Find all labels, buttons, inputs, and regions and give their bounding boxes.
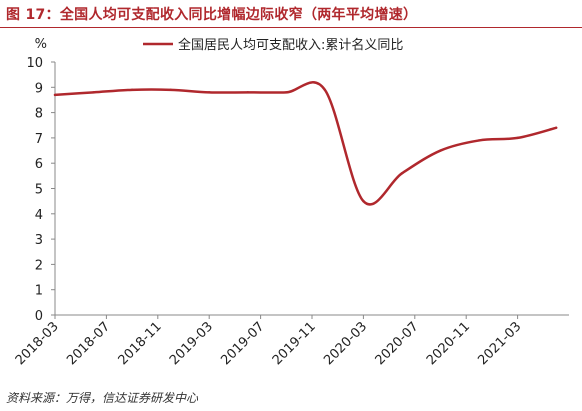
y-tick-label: 2 [35,258,43,273]
data-point [323,88,327,92]
data-point [400,172,404,175]
x-tick-label: 2019-07 [218,319,267,368]
legend-label: 全国居民人均可支配收入:累计名义同比 [178,37,403,53]
x-tick-label: 2018-11 [116,319,165,368]
data-point [554,126,558,129]
data-point [362,199,365,203]
x-tick-label: 2021-03 [475,319,524,368]
data-point [285,91,288,94]
legend: 全国居民人均可支配收入:累计名义同比 [143,37,403,53]
y-tick-label: 8 [35,107,43,122]
y-tick-label: 1 [35,284,43,299]
y-tick-label: 0 [35,309,43,324]
figure-title: 图 17：全国人均可支配收入同比增幅边际收窄（两年平均增速） [6,7,418,23]
y-tick-label: 5 [35,183,43,198]
data-point [439,149,442,152]
y-tick-label: 7 [35,132,43,147]
x-tick-label: 2019-03 [167,319,216,368]
x-tick-label: 2018-07 [64,319,113,368]
data-point [208,91,211,94]
x-tick-label: 2020-07 [373,319,422,368]
y-tick-label: 10 [26,56,43,71]
data-point [130,88,134,92]
y-tick-label: 9 [35,81,43,96]
x-tick-label: 2020-03 [321,319,370,368]
y-axis-unit-label: % [35,37,47,52]
x-tick-label: 2019-11 [270,319,319,368]
data-point [169,88,172,92]
data-point [53,93,57,97]
y-tick-label: 3 [35,233,43,248]
source-note: 资料来源：万得，信达证券研发中心 [6,391,199,405]
y-tick-label: 6 [35,157,43,172]
data-point [516,136,519,140]
x-tick-label: 2020-11 [424,319,473,368]
series-line [53,81,558,206]
data-point [477,139,481,142]
y-tick-label: 4 [35,208,43,223]
title-underline [0,27,582,28]
data-point [246,91,249,94]
x-tick-label: 2018-03 [13,319,62,368]
data-point [92,91,95,94]
